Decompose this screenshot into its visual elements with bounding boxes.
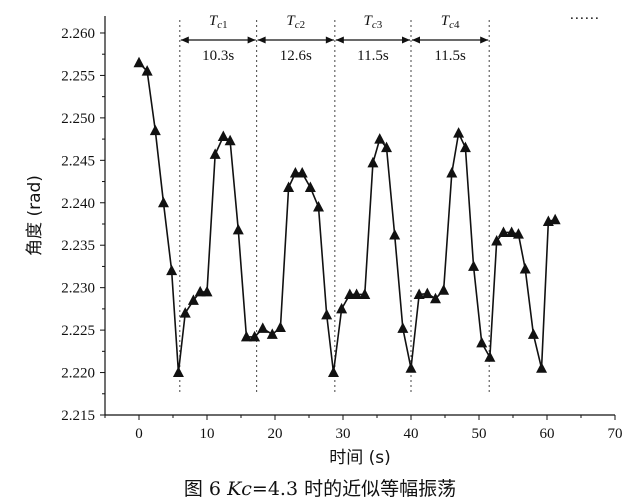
y-tick-label: 2.220 (61, 366, 95, 382)
data-point-marker (446, 167, 458, 178)
data-point-marker (506, 226, 518, 237)
data-point-marker (512, 228, 524, 239)
data-point-marker (336, 302, 348, 314)
series-line (138, 62, 556, 373)
period-value: 10.3s (202, 48, 234, 64)
y-tick-label: 2.225 (61, 323, 95, 339)
data-point-marker (179, 307, 191, 318)
data-point-marker (157, 196, 169, 208)
data-point-marker (421, 287, 433, 299)
data-point-marker (536, 362, 548, 373)
period-arrowhead-left (257, 36, 266, 44)
x-axis-label: 时间 (s) (329, 448, 391, 468)
data-point-marker (519, 262, 531, 274)
data-point-marker (497, 226, 509, 237)
period-arrowhead-left (335, 36, 344, 44)
data-point-marker (266, 328, 278, 339)
y-tick-label: 2.240 (61, 196, 95, 212)
data-point-marker (549, 213, 561, 225)
data-point-marker (313, 201, 325, 212)
data-point-marker (274, 321, 286, 333)
period-name: Tc4 (441, 13, 460, 31)
data-point-marker (257, 322, 269, 333)
data-point-marker (232, 223, 244, 235)
data-point-marker (304, 181, 316, 192)
data-point-marker (133, 56, 145, 68)
data-point-marker (453, 127, 465, 138)
y-axis-label: 角度 (rad) (25, 175, 45, 256)
period-arrowhead-left (412, 36, 420, 44)
data-point-marker (484, 351, 496, 362)
caption-suffix: =4.3 时的近似等幅振荡 (251, 478, 457, 500)
period-arrowhead-right (480, 36, 489, 44)
x-tick-label: 40 (404, 426, 419, 442)
data-point-marker (491, 234, 503, 246)
y-tick-label: 2.250 (61, 111, 95, 127)
x-tick-label: 20 (268, 426, 283, 442)
period-value: 11.5s (357, 48, 389, 64)
data-point-marker (459, 141, 471, 153)
data-point-marker (283, 181, 295, 192)
data-point-marker (374, 133, 386, 144)
period-annotations: Tc1 10.3s Tc2 12.6s Tc3 11.5s Tc4 11.5s (179, 13, 490, 392)
y-tick-label: 2.255 (61, 68, 95, 84)
x-tick-label: 10 (200, 426, 215, 442)
y-tick-label: 2.245 (61, 153, 95, 169)
data-point-marker (141, 65, 153, 76)
data-point-marker (359, 288, 371, 299)
data-point-marker (527, 328, 539, 339)
period-name: Tc2 (286, 13, 305, 31)
data-point-marker (413, 288, 425, 299)
y-tick-label: 2.260 (61, 26, 95, 42)
data-point-marker (201, 285, 213, 297)
x-tick-label: 0 (135, 426, 143, 442)
data-point-marker (476, 336, 488, 348)
y-tick-label: 2.235 (61, 238, 95, 254)
data-point-marker (351, 288, 363, 299)
data-point-marker (149, 124, 161, 136)
figure-caption: 图 6 Kc=4.3 时的近似等幅振荡 (0, 474, 640, 501)
data-point-marker (367, 156, 379, 168)
x-tick-label: 60 (540, 426, 555, 442)
data-point-marker (397, 322, 409, 333)
x-tick-label: 50 (472, 426, 487, 442)
data-point-marker (389, 229, 401, 240)
data-point-marker (172, 366, 184, 378)
period-name: Tc1 (209, 13, 228, 31)
continuation-dots: ······ (569, 11, 599, 27)
period-name: Tc3 (364, 13, 383, 31)
data-point-marker (438, 284, 450, 295)
data-point-marker (166, 264, 178, 276)
data-point-marker (240, 330, 252, 342)
period-value: 12.6s (280, 48, 312, 64)
y-tick-label: 2.215 (61, 408, 95, 424)
period-arrowhead-left (180, 36, 189, 44)
data-point-marker (217, 130, 229, 142)
caption-italic: Kc (227, 478, 252, 500)
data-point-marker (209, 148, 221, 159)
period-arrowhead-right (325, 36, 334, 44)
y-tick-label: 2.230 (61, 281, 95, 297)
x-tick-label: 30 (336, 426, 351, 442)
data-point-marker (327, 366, 339, 378)
caption-prefix: 图 6 (183, 478, 228, 500)
period-arrowhead-right (247, 36, 256, 44)
axes: 0 10 20 30 40 50 60 70 2.215 2.220 2.225 2.230 2.235… (61, 16, 623, 442)
data-point-marker (321, 308, 333, 320)
data-point-marker (468, 260, 480, 271)
data-point-marker (249, 330, 261, 342)
data-point-marker (381, 141, 393, 153)
x-tick-label: 70 (608, 426, 623, 442)
period-arrowhead-right (402, 36, 410, 44)
data-point-marker (405, 362, 417, 373)
data-point-marker (296, 167, 308, 178)
period-value: 11.5s (434, 48, 466, 64)
data-point-marker (429, 292, 441, 304)
series-angle (133, 56, 561, 378)
data-point-marker (224, 134, 236, 146)
data-point-marker (187, 294, 199, 305)
